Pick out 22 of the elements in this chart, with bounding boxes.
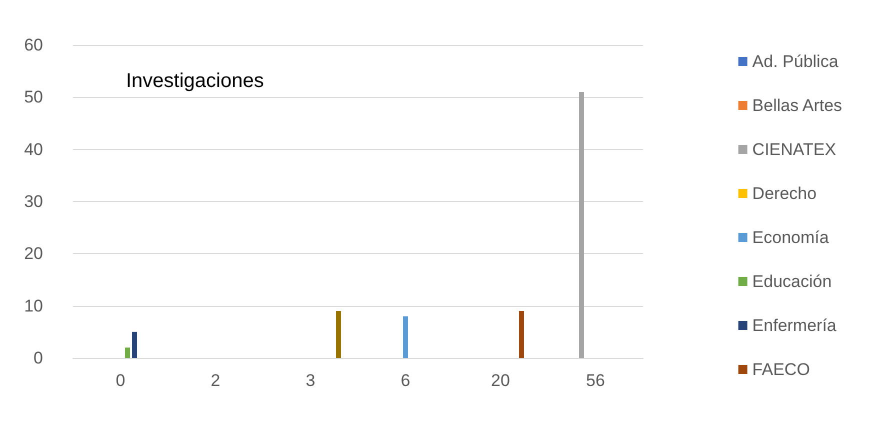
legend-label: Bellas Artes <box>752 96 842 115</box>
x-tick-label: 20 <box>491 371 510 390</box>
legend-label: Enfermería <box>752 316 837 335</box>
x-tick-label: 2 <box>210 371 220 390</box>
x-tick-label: 6 <box>400 371 410 390</box>
legend-label: Educación <box>752 272 832 291</box>
y-tick-label: 40 <box>24 140 43 159</box>
legend-label: Ad. Pública <box>752 52 839 71</box>
legend-label: CIENATEX <box>752 140 836 159</box>
y-tick-label: 60 <box>24 36 43 54</box>
text: Investigaciones <box>126 70 264 92</box>
y-tick-label: 0 <box>34 348 43 368</box>
legend-label: Economía <box>752 228 830 247</box>
x-tick-label: 3 <box>306 371 316 390</box>
x-tick-label: 56 <box>586 371 605 390</box>
x-tick-label: 0 <box>116 371 126 390</box>
y-tick-label: 30 <box>24 192 43 211</box>
y-tick-label: 10 <box>24 296 43 316</box>
legend-label: FAECO <box>752 360 810 379</box>
y-tick-label: 20 <box>24 244 43 264</box>
y-tick-label: 50 <box>24 88 43 107</box>
legend-label: Derecho <box>752 184 817 203</box>
